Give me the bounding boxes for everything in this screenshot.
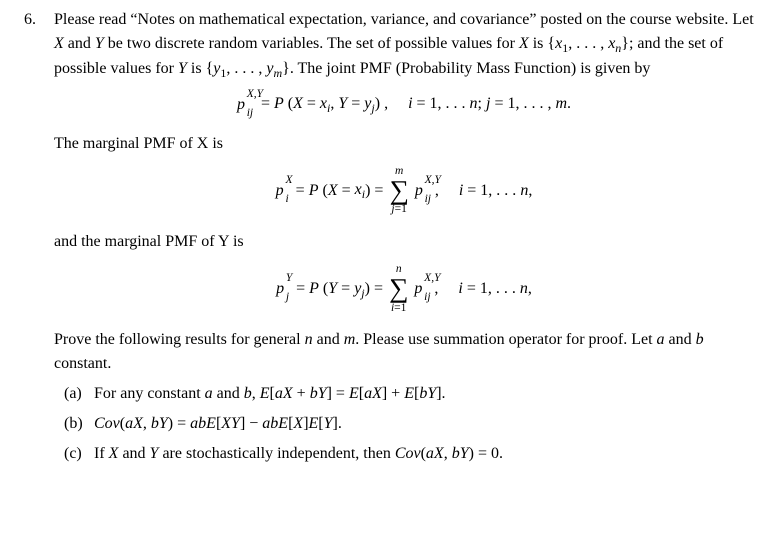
subpart-c: (c) If X and Y are stochastically indepe…: [64, 442, 754, 466]
subpart-a-text: For any constant a and b, E[aX + bY] = E…: [94, 385, 446, 402]
marginal-x-text: The marginal PMF of X is: [54, 132, 754, 156]
subpart-a: (a) For any constant a and b, E[aX + bY]…: [64, 382, 754, 406]
prove-text: Prove the following results for general …: [54, 328, 754, 376]
subpart-b: (b) Cov(aX, bY) = abE[XY] − abE[X]E[Y].: [64, 412, 754, 436]
formula-joint-pmf: X,Ypij = P (X = xi, Y = yj) , i = 1, . .…: [54, 92, 754, 117]
subpart-a-label: (a): [64, 382, 90, 406]
formula-marginal-y: Ypj = P (Y = yj) = n∑i=1 X,Ypij , i = 1,…: [54, 264, 754, 314]
subpart-c-text: If X and Y are stochastically independen…: [94, 445, 503, 462]
subpart-b-label: (b): [64, 412, 90, 436]
subpart-c-label: (c): [64, 442, 90, 466]
intro-paragraph: Please read “Notes on mathematical expec…: [54, 8, 754, 82]
question-number: 6.: [24, 8, 50, 32]
marginal-y-text: and the marginal PMF of Y is: [54, 230, 754, 254]
formula-marginal-x: Xpi = P (X = xi) = m∑j=1 X,Ypij , i = 1,…: [54, 166, 754, 216]
question-body: Please read “Notes on mathematical expec…: [54, 8, 754, 472]
subpart-b-text: Cov(aX, bY) = abE[XY] − abE[X]E[Y].: [94, 415, 342, 432]
